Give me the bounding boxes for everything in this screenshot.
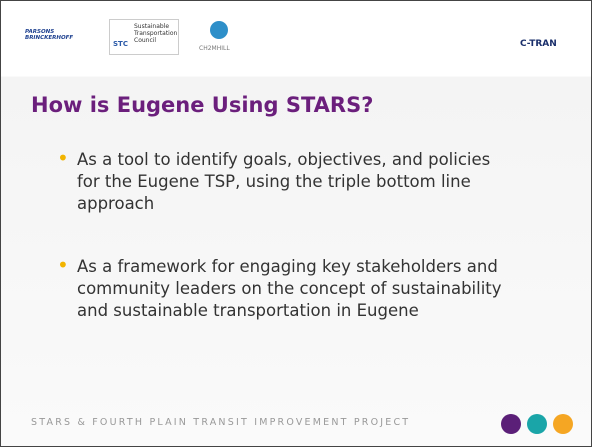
logo-ch2m: CH2MHILL [197, 19, 241, 55]
logo-ch2m-text: CH2MHILL [199, 45, 230, 52]
bullet-item: • As a framework for engaging key stakeho… [57, 254, 517, 322]
logo-stc: STC Sustainable Transportation Council [109, 19, 179, 55]
footer-dot [527, 414, 547, 434]
bullet-dot: • [57, 253, 69, 277]
footer-text: STARS & FOURTH PLAIN TRANSIT IMPROVEMENT… [31, 417, 411, 428]
logo-parsons: PARSONS BRINCKERHOFF [25, 19, 91, 55]
footer-dot [553, 414, 573, 434]
logo-globe [210, 21, 228, 39]
logo-stc-mark: STC [113, 40, 128, 48]
bullet-text: As a tool to identify goals, objectives,… [77, 150, 491, 213]
bullet-item: • As a tool to identify goals, objectives… [57, 147, 517, 215]
logo-ctran: C-TRAN [520, 39, 557, 49]
footer-dot [501, 414, 521, 434]
slide-title: How is Eugene Using STARS? [31, 93, 374, 117]
bullet-dot: • [57, 146, 69, 170]
bullet-text: As a framework for engaging key stakehol… [77, 257, 502, 320]
logo-stc-text: Sustainable Transportation Council [134, 23, 178, 44]
